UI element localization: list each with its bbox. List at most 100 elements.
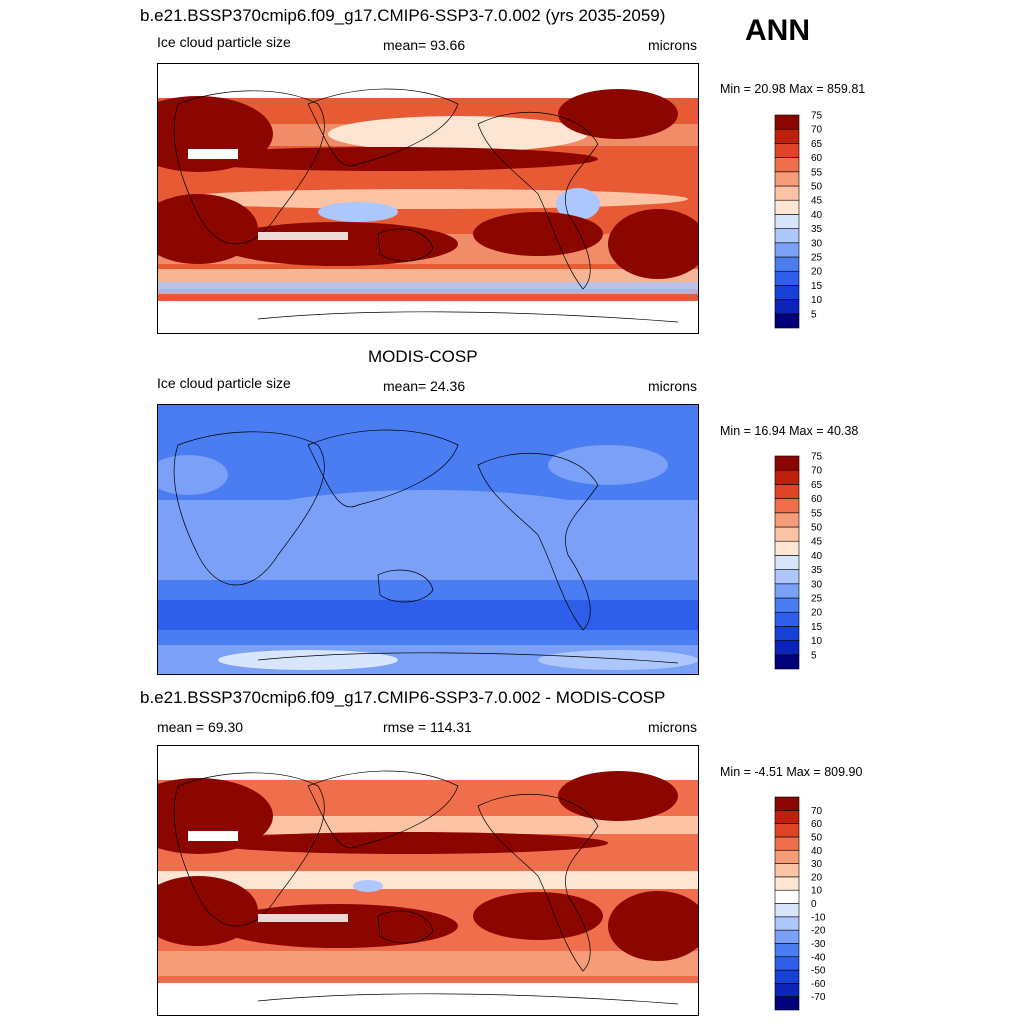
colorbar-swatch — [774, 313, 800, 329]
colorbar-swatch — [774, 114, 800, 130]
colorbar-tick-label: 75 — [811, 111, 823, 122]
colorbar-swatch — [774, 285, 800, 300]
colorbar-swatch — [774, 242, 800, 258]
colorbar-tick-label: 40 — [811, 210, 823, 221]
colorbar-swatch — [774, 849, 800, 864]
colorbar-swatch — [774, 640, 800, 656]
colorbar-tick-label: 45 — [811, 537, 823, 548]
colorbar-swatch — [774, 810, 800, 824]
colorbar-tick-label: 70 — [811, 466, 823, 477]
panel-2-left-label: Ice cloud particle size — [157, 375, 291, 391]
colorbar-tick-label: 50 — [811, 832, 823, 843]
colorbar-swatch — [774, 299, 800, 315]
colorbar-swatch — [774, 876, 800, 891]
panel-1-mean-label: mean= 93.66 — [383, 37, 466, 53]
colorbar-tick-label: 10 — [811, 886, 823, 897]
panel-2-map — [157, 404, 699, 675]
colorbar-swatch — [774, 256, 800, 272]
colorbar-swatch — [774, 540, 800, 556]
colorbar-tick-label: -60 — [811, 979, 826, 990]
colorbar-tick-label: -30 — [811, 939, 826, 950]
colorbar-swatch — [774, 228, 800, 244]
colorbar-tick-label: 25 — [811, 253, 823, 264]
colorbar-tick-label: 65 — [811, 139, 823, 150]
colorbar-swatch — [774, 157, 800, 173]
panel-3-units-label: microns — [648, 719, 698, 735]
colorbar-tick-label: -20 — [811, 926, 826, 937]
colorbar-swatch — [774, 597, 800, 613]
panel-1-colorbar: 5 10 15 20 25 30 35 40 45 50 55 60 65 70 75 — [774, 111, 845, 330]
colorbar-tick-label: 55 — [811, 167, 823, 178]
colorbar-swatch — [774, 654, 800, 670]
colorbar-swatch — [774, 214, 800, 229]
panel-3-title: b.e21.BSSP370cmip6.f09_g17.CMIP6-SSP3-7.… — [140, 688, 666, 707]
colorbar-swatch — [774, 796, 800, 811]
colorbar-tick-label: 60 — [811, 819, 823, 830]
panel-3-minmax: Min = -4.51 Max = 809.90 — [720, 765, 863, 779]
panel-3-rmse-label: rmse = 114.31 — [383, 719, 472, 735]
colorbar-tick-label: 60 — [811, 153, 823, 164]
colorbar-tick-label: 60 — [811, 494, 823, 505]
colorbar-tick-label: -10 — [811, 912, 826, 923]
colorbar-swatch — [774, 903, 800, 918]
panel-1-map — [157, 63, 699, 334]
panel-3-mean-label: mean = 69.30 — [157, 719, 244, 735]
colorbar-swatch — [774, 512, 800, 528]
colorbar-tick-label: -40 — [811, 952, 826, 963]
colorbar-swatch — [774, 889, 800, 904]
panel-1-title: b.e21.BSSP370cmip6.f09_g17.CMIP6-SSP3-7.… — [140, 6, 666, 25]
colorbar-swatch — [774, 270, 800, 286]
colorbar-tick-label: 75 — [811, 452, 823, 463]
colorbar-tick-label: 10 — [811, 636, 823, 647]
colorbar-tick-label: 15 — [811, 622, 823, 633]
colorbar-swatch — [774, 969, 800, 984]
colorbar-tick-label: 40 — [811, 846, 823, 857]
colorbar-tick-label: 5 — [811, 309, 817, 320]
colorbar-swatch — [774, 469, 800, 485]
colorbar-tick-label: 30 — [811, 238, 823, 249]
colorbar-swatch — [774, 555, 800, 570]
colorbar-swatch — [774, 611, 800, 627]
panel-3-colorbar: -70 -60 -50 -40 -30 -20 -10 0 10 20 30 40 50 60 70 — [774, 796, 845, 1012]
colorbar-tick-label: -50 — [811, 966, 826, 977]
colorbar-tick-label: 30 — [811, 859, 823, 870]
colorbar-swatch — [774, 956, 800, 971]
colorbar-swatch — [774, 526, 800, 542]
colorbar-swatch — [774, 185, 800, 201]
colorbar-swatch — [774, 498, 800, 514]
colorbar-swatch — [774, 836, 800, 851]
colorbar-swatch — [774, 983, 800, 997]
colorbar-tick-label: 55 — [811, 508, 823, 519]
panel-2-units-label: microns — [648, 378, 698, 394]
colorbar-swatch — [774, 863, 800, 878]
colorbar-swatch — [774, 916, 800, 931]
colorbar-swatch — [774, 484, 800, 499]
panel-2-title: MODIS-COSP — [368, 347, 478, 366]
panel-3-map — [157, 745, 699, 1016]
colorbar-tick-label: 30 — [811, 579, 823, 590]
colorbar-tick-label: 20 — [811, 608, 823, 619]
colorbar-tick-label: 50 — [811, 182, 823, 193]
colorbar-tick-label: 70 — [811, 806, 823, 817]
panel-2-mean-label: mean= 24.36 — [383, 378, 466, 394]
colorbar-swatch — [774, 626, 800, 641]
colorbar-tick-label: 0 — [811, 899, 817, 910]
colorbar-tick-label: 35 — [811, 565, 823, 576]
colorbar-tick-label: -70 — [811, 992, 826, 1003]
colorbar-swatch — [774, 199, 800, 215]
colorbar-swatch — [774, 569, 800, 585]
colorbar-swatch — [774, 128, 800, 144]
panel-1-units-label: microns — [648, 37, 698, 53]
colorbar-swatch — [774, 455, 800, 471]
colorbar-tick-label: 25 — [811, 594, 823, 605]
colorbar-tick-label: 70 — [811, 125, 823, 136]
colorbar-tick-label: 5 — [811, 650, 817, 661]
colorbar-tick-label: 50 — [811, 523, 823, 534]
colorbar-swatch — [774, 929, 800, 944]
season-label: ANN — [745, 14, 810, 47]
colorbar-tick-label: 45 — [811, 196, 823, 207]
colorbar-swatch — [774, 583, 800, 599]
panel-2-minmax: Min = 16.94 Max = 40.38 — [720, 424, 859, 438]
panel-1-minmax: Min = 20.98 Max = 859.81 — [720, 82, 866, 96]
colorbar-swatch — [774, 823, 800, 838]
